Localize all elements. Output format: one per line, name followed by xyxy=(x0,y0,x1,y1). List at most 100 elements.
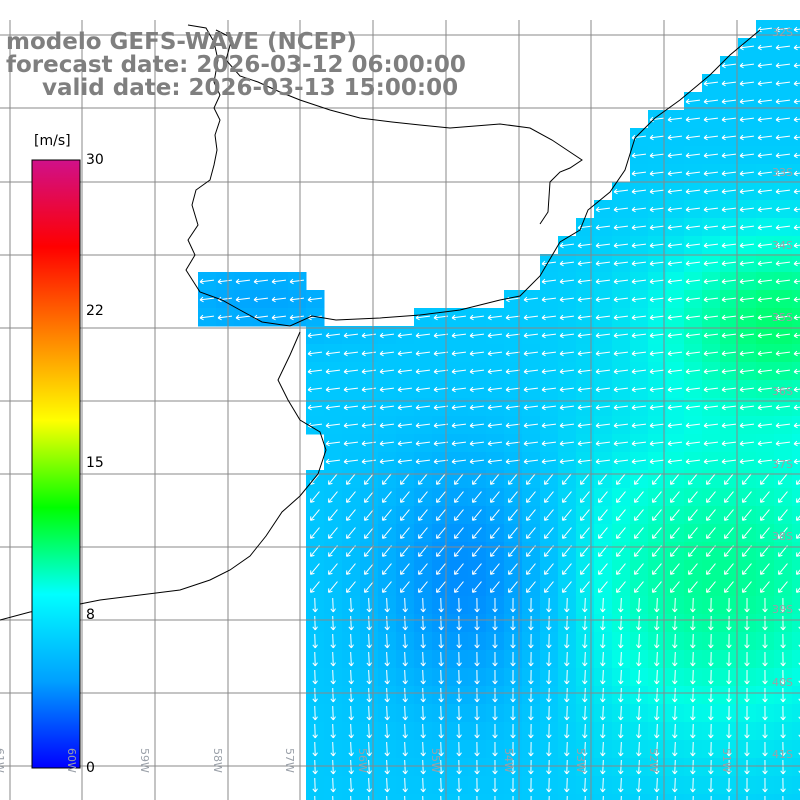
wind-arrow xyxy=(562,473,572,485)
wind-arrow xyxy=(508,509,518,521)
wind-arrow xyxy=(474,597,480,613)
wind-arrow xyxy=(438,687,444,703)
wind-arrow xyxy=(474,651,480,667)
wind-arrow xyxy=(559,242,575,249)
wind-speed-cell xyxy=(342,794,361,800)
wind-arrow xyxy=(760,509,770,521)
wind-arrow xyxy=(721,278,737,285)
wind-arrow xyxy=(582,633,588,649)
wind-speed-cell xyxy=(792,596,800,615)
wind-arrow xyxy=(775,242,791,249)
wind-arrow xyxy=(667,188,683,195)
wind-arrow xyxy=(757,170,773,177)
wind-arrow xyxy=(418,473,428,485)
wind-arrow xyxy=(474,633,480,649)
wind-arrow xyxy=(706,581,716,593)
wind-arrow xyxy=(649,224,665,231)
wind-arrow xyxy=(364,563,374,575)
wind-arrow xyxy=(652,563,662,575)
wind-arrow xyxy=(775,440,791,447)
colorbar-tick-label: 0 xyxy=(86,760,95,776)
wind-arrow xyxy=(649,368,665,375)
wind-arrow xyxy=(613,332,629,339)
wind-arrow xyxy=(690,777,696,793)
wind-arrow xyxy=(762,597,768,613)
wind-arrow xyxy=(739,242,755,249)
wind-arrow xyxy=(564,705,570,721)
wind-arrow xyxy=(649,422,665,429)
wind-arrow xyxy=(508,527,518,539)
wind-arrow xyxy=(438,633,444,649)
wind-arrow xyxy=(757,260,773,267)
wind-speed-cell xyxy=(792,560,800,579)
wind-arrow xyxy=(595,314,611,321)
wind-arrow xyxy=(451,314,467,321)
wind-arrow xyxy=(361,332,377,339)
wind-arrow xyxy=(382,491,392,503)
wind-arrow xyxy=(739,98,755,105)
wind-arrow xyxy=(688,563,698,575)
wind-arrow xyxy=(436,491,446,503)
wind-arrow xyxy=(454,491,464,503)
wind-arrow xyxy=(793,206,800,213)
wind-arrow xyxy=(217,278,233,285)
wind-arrow xyxy=(654,705,660,721)
wind-arrow xyxy=(361,422,377,429)
wind-arrow xyxy=(793,170,800,177)
wind-arrow xyxy=(618,651,624,667)
wind-arrow xyxy=(510,651,516,667)
wind-arrow xyxy=(688,581,698,593)
wind-arrow xyxy=(312,759,318,775)
wind-arrow xyxy=(397,440,413,447)
wind-arrow xyxy=(564,669,570,685)
wind-arrow xyxy=(541,332,557,339)
wind-arrow xyxy=(564,633,570,649)
wind-arrow xyxy=(436,509,446,521)
wind-arrow xyxy=(685,152,701,159)
wind-arrow xyxy=(199,314,215,321)
wind-arrow xyxy=(577,314,593,321)
wind-arrow xyxy=(721,152,737,159)
wind-arrow xyxy=(510,723,516,739)
wind-arrow xyxy=(577,422,593,429)
wind-arrow xyxy=(595,242,611,249)
wind-arrow xyxy=(598,563,608,575)
wind-arrow xyxy=(366,759,372,775)
longitude-label: 57W xyxy=(283,748,296,773)
wind-arrow xyxy=(685,206,701,213)
wind-arrow xyxy=(706,491,716,503)
wind-arrow xyxy=(312,705,318,721)
wind-arrow xyxy=(559,368,575,375)
wind-arrow xyxy=(366,741,372,757)
wind-arrow xyxy=(307,350,323,357)
wind-arrow xyxy=(559,278,575,285)
wind-arrow xyxy=(346,509,356,521)
wind-arrow xyxy=(595,224,611,231)
wind-arrow xyxy=(476,795,478,800)
wind-arrow xyxy=(631,224,647,231)
wind-arrow xyxy=(490,527,500,539)
wind-arrow xyxy=(469,314,485,321)
wind-arrow xyxy=(620,795,622,800)
wind-arrow xyxy=(474,669,480,685)
wind-arrow xyxy=(600,669,606,685)
wind-arrow xyxy=(667,458,683,465)
wind-arrow xyxy=(451,332,467,339)
wind-arrow xyxy=(490,473,500,485)
wind-arrow xyxy=(780,759,786,775)
wind-arrow xyxy=(667,116,683,123)
wind-arrow xyxy=(654,741,660,757)
wind-arrow xyxy=(654,669,660,685)
wind-arrow xyxy=(384,651,390,667)
wind-arrow xyxy=(703,368,719,375)
wind-arrow xyxy=(580,563,590,575)
wind-arrow xyxy=(613,404,629,411)
wind-arrow xyxy=(361,350,377,357)
wind-arrow xyxy=(685,404,701,411)
wind-arrow xyxy=(685,242,701,249)
wind-arrow xyxy=(762,687,768,703)
wind-arrow xyxy=(379,458,395,465)
wind-arrow xyxy=(708,759,714,775)
wind-arrow xyxy=(528,777,534,793)
wind-arrow xyxy=(726,777,732,793)
